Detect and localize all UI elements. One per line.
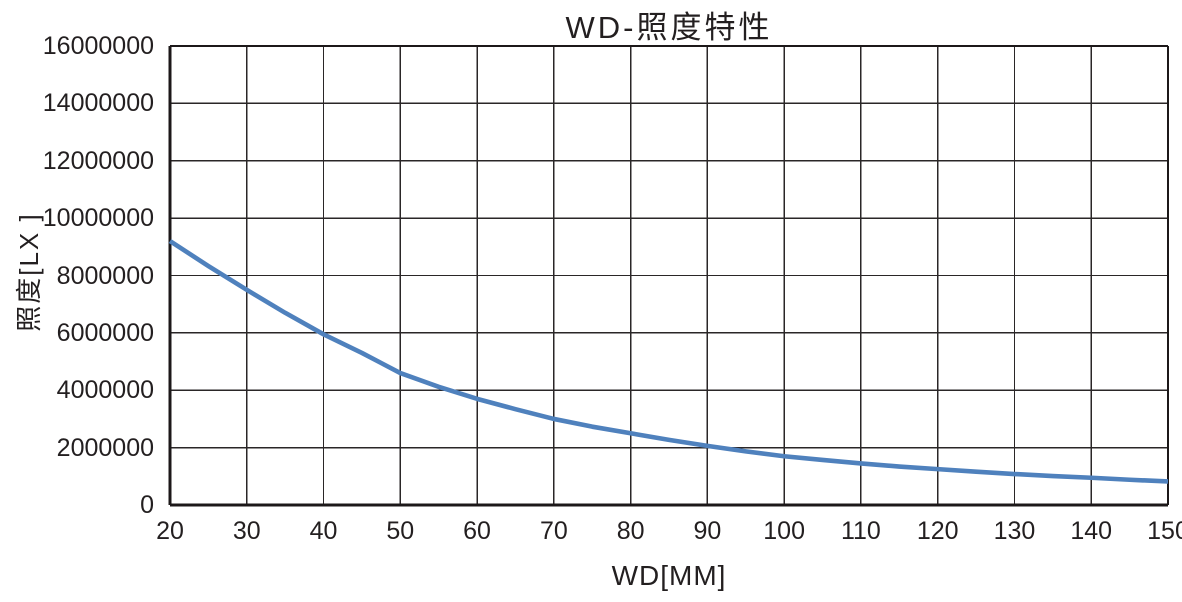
plot-area (168, 44, 1170, 507)
y-tick-label: 14000000 (42, 89, 154, 118)
x-tick-label: 140 (1070, 517, 1113, 545)
y-tick-label: 10000000 (42, 204, 154, 233)
x-tick-label: 100 (763, 517, 805, 545)
x-tick-label: 70 (539, 517, 568, 545)
x-tick-label: 60 (463, 517, 491, 545)
y-tick-label: 8000000 (56, 261, 154, 290)
y-tick-label: 2000000 (56, 433, 154, 462)
x-tick-label: 40 (309, 517, 338, 545)
line-chart-svg (168, 44, 1170, 507)
x-tick-label: 30 (232, 517, 261, 545)
y-tick-label: 12000000 (42, 146, 154, 175)
illuminance-curve (168, 239, 1169, 484)
x-tick-label: 130 (993, 517, 1036, 545)
x-tick-label: 20 (156, 517, 184, 545)
x-tick-label: 110 (840, 517, 881, 545)
x-tick-label: 150 (1147, 517, 1182, 545)
x-tick-label: 80 (616, 517, 645, 545)
x-axis-label: WD[MM] (611, 560, 727, 591)
chart-title: WD-照度特性 (565, 10, 773, 45)
y-tick-label: 4000000 (56, 376, 154, 405)
y-tick-label: 0 (140, 491, 154, 519)
x-tick-label: 50 (386, 517, 415, 545)
x-tick-label: 120 (916, 517, 959, 545)
y-tick-label: 6000000 (56, 318, 154, 347)
y-tick-label: 16000000 (42, 32, 154, 60)
x-tick-label: 90 (693, 517, 722, 545)
